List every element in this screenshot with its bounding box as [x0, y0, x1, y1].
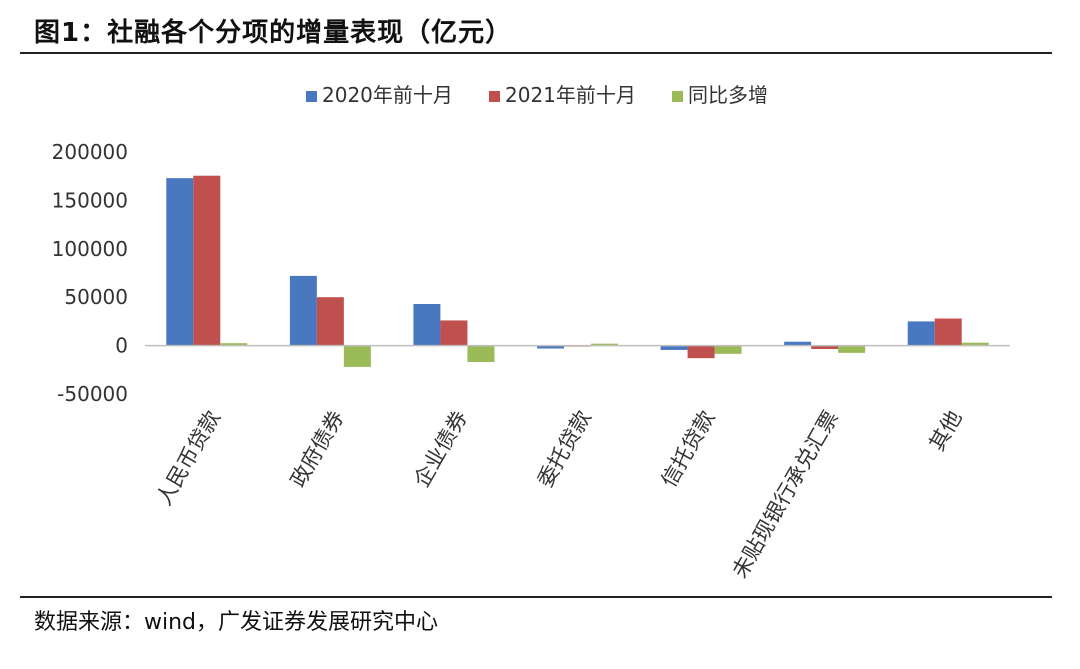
bar-2021-5	[811, 345, 839, 349]
bar-2021-1	[316, 297, 344, 346]
y-axis: -50000 0 50000 100000 150000 200000	[52, 140, 128, 406]
bar-diff-0	[220, 343, 248, 346]
bar-2021-4	[687, 345, 715, 359]
bar-chart: 2020年前十月 2021年前十月 同比多增 -50000 0 50000 100000 1…	[52, 83, 1010, 582]
x-category-label: 政府债券	[286, 407, 349, 492]
legend-label-2: 同比多增	[688, 83, 768, 107]
legend-swatch-2	[672, 91, 683, 102]
x-axis: 人民币贷款 政府债券 企业债券 委托贷款 信托贷款 未贴现银行承兑汇票 其他	[145, 344, 1010, 582]
bar-2021-0	[193, 175, 221, 346]
bars-group	[166, 175, 989, 367]
y-tick-label: 0	[115, 334, 128, 358]
bar-2020-0	[166, 178, 194, 346]
y-tick-label: 150000	[52, 188, 128, 212]
legend-swatch-1	[489, 91, 500, 102]
bar-2020-4	[660, 345, 688, 350]
source-note: 数据来源：wind，广发证券发展研究中心	[34, 610, 439, 635]
bar-2020-6	[907, 321, 935, 346]
y-tick-label: 100000	[52, 237, 128, 261]
x-category-label: 未贴现银行承兑汇票	[728, 406, 843, 582]
bar-2020-2	[413, 303, 441, 346]
chart-legend: 2020年前十月 2021年前十月 同比多增	[306, 83, 768, 107]
bar-2021-6	[934, 318, 962, 346]
bar-diff-4	[714, 345, 742, 354]
y-tick-label: 200000	[52, 140, 128, 164]
bar-2020-1	[289, 275, 317, 346]
x-category-label: 信托贷款	[657, 407, 720, 492]
bar-2021-2	[440, 320, 468, 346]
bar-diff-5	[838, 345, 866, 353]
top-divider	[20, 52, 1052, 54]
legend-swatch-0	[306, 91, 317, 102]
y-tick-label: -50000	[57, 382, 128, 406]
figure-title: 图1：社融各个分项的增量表现（亿元）	[34, 18, 513, 48]
y-tick-label: 50000	[64, 285, 128, 309]
legend-label-0: 2020年前十月	[322, 83, 453, 107]
x-category-label: 人民币贷款	[152, 407, 225, 510]
bar-2020-5	[784, 341, 812, 346]
bottom-divider	[20, 596, 1052, 598]
bar-diff-3	[591, 343, 618, 346]
x-category-label: 企业债券	[409, 407, 472, 492]
legend-label-1: 2021年前十月	[505, 83, 636, 107]
x-category-label: 委托贷款	[533, 407, 596, 492]
bar-diff-1	[343, 345, 371, 367]
x-category-label: 其他	[925, 407, 967, 455]
bar-diff-6	[961, 342, 989, 346]
bar-2020-3	[537, 345, 564, 349]
bar-diff-2	[467, 345, 495, 363]
